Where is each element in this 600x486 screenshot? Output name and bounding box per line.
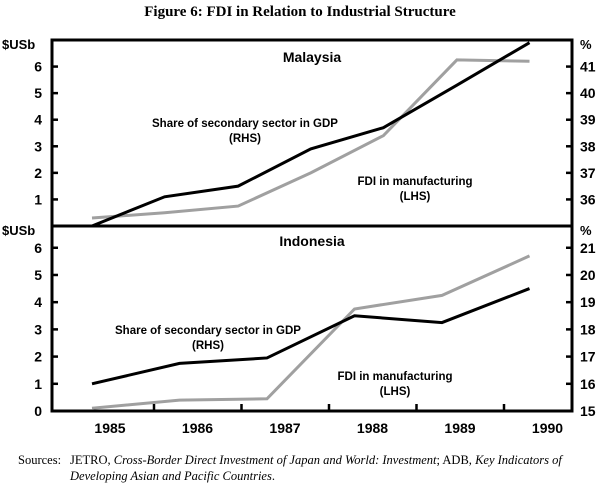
y-axis-label-right: % xyxy=(580,223,592,238)
source-text: . xyxy=(271,469,275,483)
series-line-secondary-share xyxy=(91,287,531,386)
y-tick-label-right: 21 xyxy=(580,240,596,256)
y-tick-label-right: 39 xyxy=(580,112,596,128)
y-tick-label-right: 36 xyxy=(580,191,596,207)
y-tick-label-right: 41 xyxy=(580,59,596,75)
y-tick-label-left: 3 xyxy=(34,321,42,337)
series-axis-note: (LHS) xyxy=(400,191,431,203)
series-axis-note: (RHS) xyxy=(192,340,224,352)
y-tick-label-left: 5 xyxy=(34,267,42,283)
x-tick-label: 1988 xyxy=(357,420,388,436)
y-tick-label-left: 2 xyxy=(34,349,42,365)
x-tick-label: 1990 xyxy=(532,420,563,436)
y-tick-label-right: 37 xyxy=(580,165,596,181)
source-title: Key Indicators of Developing Asian and P… xyxy=(70,453,562,483)
series-line-fdi xyxy=(91,58,530,220)
y-tick-label-right: 17 xyxy=(580,349,596,365)
figure-title: Figure 6: FDI in Relation to Industrial … xyxy=(144,4,456,20)
y-tick-label-left: 0 xyxy=(34,403,42,419)
series-axis-note: (RHS) xyxy=(229,133,261,145)
series-label: FDI in manufacturing xyxy=(358,176,473,188)
series-axis-note: (LHS) xyxy=(380,386,411,398)
source-text: JETRO, xyxy=(70,453,114,467)
y-axis-label-left: $USb xyxy=(2,223,35,238)
y-tick-label-right: 19 xyxy=(580,294,596,310)
source-title: Cross-Border Direct Investment of Japan … xyxy=(113,453,437,467)
y-tick-label-right: 38 xyxy=(580,138,596,154)
x-tick-label: 1987 xyxy=(269,420,300,436)
y-tick-label-right: 40 xyxy=(580,85,596,101)
y-tick-label-left: 3 xyxy=(34,138,42,154)
plot-frame xyxy=(50,38,574,228)
y-tick-label-left: 4 xyxy=(34,112,42,128)
y-tick-label-right: 18 xyxy=(580,321,596,337)
y-tick-label-left: 4 xyxy=(34,294,42,310)
series-label: FDI in manufacturing xyxy=(338,371,453,383)
sources-label: Sources: xyxy=(18,453,62,467)
y-tick-label-right: 15 xyxy=(580,403,596,419)
y-tick-label-left: 1 xyxy=(34,376,42,392)
source-text: ; ADB, xyxy=(436,453,476,467)
series-line-fdi xyxy=(91,254,531,410)
series-line-secondary-share xyxy=(91,41,531,228)
panel-title: Malaysia xyxy=(283,49,342,65)
x-tick-label: 1989 xyxy=(444,420,475,436)
sources-note: Sources: JETRO, Cross-Border Direct Inve… xyxy=(18,452,588,484)
y-tick-label-left: 2 xyxy=(34,165,42,181)
series-label: Share of secondary sector in GDP xyxy=(115,325,301,337)
y-tick-label-left: 5 xyxy=(34,85,42,101)
y-tick-label-right: 16 xyxy=(580,376,596,392)
x-tick-label: 1986 xyxy=(182,420,213,436)
series-label: Share of secondary sector in GDP xyxy=(152,118,338,130)
y-axis-label-left: $USb xyxy=(2,37,35,52)
y-tick-label-right: 20 xyxy=(580,267,596,283)
y-tick-label-left: 1 xyxy=(34,191,42,207)
y-tick-label-left: 6 xyxy=(34,240,42,256)
panel-title: Indonesia xyxy=(279,233,345,249)
y-axis-label-right: % xyxy=(580,37,592,52)
x-tick-label: 1985 xyxy=(94,420,125,436)
plot-frame xyxy=(50,224,574,413)
y-tick-label-left: 6 xyxy=(34,59,42,75)
